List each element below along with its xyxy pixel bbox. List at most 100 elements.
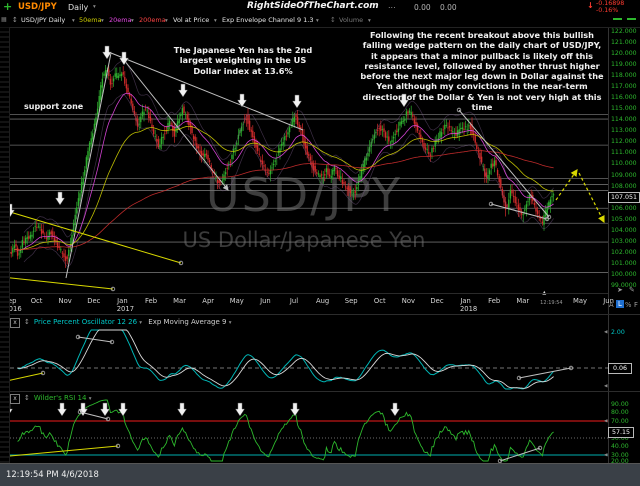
rsi-axis-tick: 90.00 — [611, 400, 629, 408]
ema200-label[interactable]: 200ema — [139, 16, 166, 24]
pencil-tool-icon[interactable]: ✎ — [629, 286, 635, 294]
ppo-name[interactable]: Price Percent Oscillator 12 26 — [33, 318, 138, 326]
title-bar: + USD/JPY Daily ▾ RightSideOfTheChart.co… — [0, 0, 640, 14]
rsi-reorder-icon[interactable]: ↕ — [24, 394, 30, 402]
x-axis-month-label: Jun — [260, 297, 271, 305]
axis-border — [608, 27, 609, 463]
rsi-axis-tick: 30.00 — [611, 451, 629, 459]
ema200-caret-icon[interactable]: ▾ — [165, 17, 168, 24]
rsi-name[interactable]: Wilder's RSI 14 — [33, 394, 87, 402]
price-axis-tick: 111.000 — [611, 149, 637, 157]
x-axis-month-label: Mar — [173, 297, 187, 305]
candles-group — [7, 65, 555, 268]
rsi-current-box: 57.15 — [608, 427, 634, 438]
rsi-caret-icon[interactable]: ▾ — [88, 396, 92, 402]
note-yen-weighting: The Japanese Yen has the 2nd largest wei… — [173, 45, 313, 76]
status-bar: 12:19:54 PM 4/6/2018 — [0, 463, 640, 486]
rsi-axis-tick: 40.00 — [611, 443, 629, 450]
collapsed-panel-tick[interactable] — [627, 18, 636, 20]
collapsed-panel-tick[interactable] — [613, 18, 622, 20]
x-axis-month-label: Jun — [603, 297, 614, 305]
chart-series-label[interactable]: USD/JPY Daily — [21, 16, 66, 24]
ema20-label[interactable]: 20ema — [109, 16, 132, 24]
ema50-label[interactable]: 50ema — [79, 16, 102, 24]
price-axis-tick: 104.000 — [611, 226, 637, 234]
rsi-close-button[interactable]: x — [10, 394, 20, 404]
x-axis-month-label: May — [572, 297, 588, 305]
vol-at-price-label[interactable]: Vol at Price — [173, 16, 210, 24]
x-axis-year-label: 2016 — [4, 305, 22, 313]
ppo-panel-header: x ↕ Price Percent Oscillator 12 26 ▾ Exp M… — [10, 318, 231, 328]
rsi-panel-header: x ↕ Wilder's RSI 14 ▾ — [10, 394, 91, 404]
x-axis-month-label: Aug — [315, 297, 330, 305]
rsi-trendlines[interactable] — [9, 409, 543, 464]
x-axis-month-label: Oct — [30, 297, 43, 305]
reorder-icon[interactable]: ↕ — [12, 16, 18, 24]
rsi-scale-arrow-icon[interactable]: ◀ — [604, 419, 608, 424]
pointer-tool-icon[interactable]: ➤ — [617, 286, 623, 294]
scale-mode-arithmetic[interactable]: A — [609, 301, 614, 309]
ppo-trendlines[interactable] — [1, 334, 574, 383]
current-price-box: 107.051 — [608, 192, 640, 203]
volume-reorder-icon[interactable]: ↕ — [330, 16, 336, 24]
x-axis-line — [10, 293, 608, 294]
rsi-axis-tick: 80.00 — [611, 409, 629, 416]
ppo-scale-arrow-icon[interactable]: ◀ — [604, 384, 608, 389]
chart-toolbar: ▦ ↕ USD/JPY Daily ▾ 50ema ▾ 20ema ▾ 200e… — [0, 13, 640, 27]
rsi-axis-tick: 20.00 — [611, 457, 629, 465]
volume-label[interactable]: Volume — [339, 16, 364, 24]
ema50-caret-icon[interactable]: ▾ — [101, 17, 104, 24]
envelope-channel-label[interactable]: Exp Envelope Channel 9 1.3 — [222, 16, 314, 24]
x-axis-month-label: May — [229, 297, 244, 305]
x-axis-month-label: Sep — [3, 297, 17, 305]
rsi-axis-tick: 70.00 — [611, 417, 629, 425]
timeframe-caret-icon[interactable]: ▾ — [93, 4, 96, 10]
forecast-arrows[interactable] — [555, 169, 605, 224]
vol-at-price-caret-icon[interactable]: ▾ — [214, 17, 217, 24]
ema20-caret-icon[interactable]: ▾ — [131, 17, 134, 24]
rsi-down-arrows[interactable] — [2, 402, 401, 417]
x-axis-month-label: Jan — [460, 297, 471, 305]
x-axis-month-label: Sep — [344, 297, 358, 305]
rsi-scale-arrow-icon[interactable]: ◀ — [604, 453, 608, 458]
price-trendlines[interactable] — [1, 52, 552, 292]
symbol-label[interactable]: USD/JPY — [18, 2, 57, 12]
ppo-reorder-icon[interactable]: ↕ — [24, 318, 30, 326]
ppo-line — [17, 329, 554, 390]
price-axis-tick: 110.000 — [611, 160, 637, 168]
scale-mode-log[interactable]: L — [616, 300, 624, 308]
scale-mode-fixed[interactable]: F — [634, 301, 638, 309]
x-axis-month-label: Nov — [58, 297, 72, 305]
grid-icon[interactable]: ▦ — [1, 16, 7, 23]
chart-series-caret-icon[interactable]: ▾ — [72, 17, 75, 24]
ppo-close-button[interactable]: x — [10, 318, 20, 328]
quote-ask: 0.00 — [440, 2, 457, 12]
price-axis-tick: 105.000 — [611, 215, 637, 223]
envelope-caret-icon[interactable]: ▾ — [316, 17, 319, 24]
ppo-signal-name[interactable]: Exp Moving Average 9 — [148, 318, 227, 326]
timeframe-select[interactable]: Daily — [68, 2, 89, 12]
price-axis-tick: 106.000 — [611, 204, 637, 212]
x-axis-month-label: Jan — [117, 297, 128, 305]
ppo-signal-line — [17, 329, 554, 389]
ppo-caret-icon[interactable]: ▾ — [139, 320, 143, 326]
change-percent: -0.16% — [596, 6, 619, 14]
ppo-scale-arrow-icon[interactable]: ◀ — [604, 330, 608, 335]
change-absolute: -0.16898 — [596, 0, 625, 7]
x-axis-month-label: Apr — [202, 297, 215, 305]
scale-mode-percent[interactable]: % — [625, 301, 632, 309]
ema50-line — [14, 126, 554, 251]
price-axis-tick: 108.000 — [611, 182, 637, 190]
left-notes-strip — [0, 27, 10, 463]
note-outlook: Following the recent breakout above this… — [360, 30, 604, 112]
ppo-signal-caret-icon[interactable]: ▾ — [228, 320, 232, 326]
add-symbol-icon[interactable]: + — [3, 0, 13, 13]
volume-caret-icon[interactable]: ▾ — [368, 17, 371, 24]
price-axis-tick: 112.000 — [611, 138, 637, 146]
ema20-line — [14, 92, 554, 251]
rsi-line — [17, 399, 554, 462]
x-axis-year-label: 2017 — [116, 305, 135, 313]
status-datetime: 12:19:54 PM 4/6/2018 — [6, 469, 99, 479]
price-axis-tick: 121.000 — [611, 38, 637, 46]
